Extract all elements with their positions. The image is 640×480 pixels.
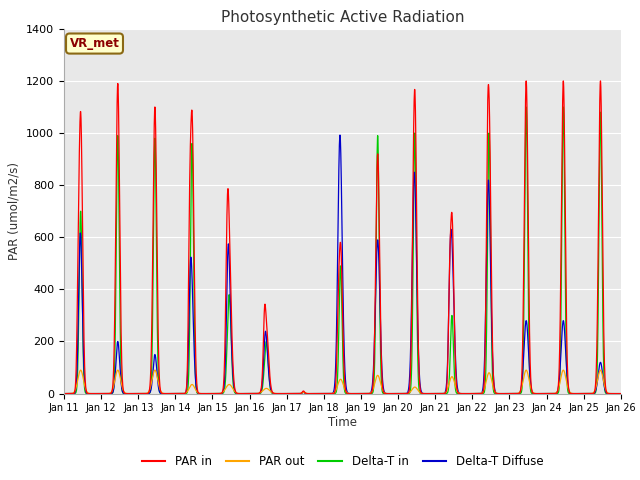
PAR in (322, 391, 330, 396)
Delta-T in (320, 391, 328, 396)
Text: VR_met: VR_met (70, 37, 120, 50)
Delta-T Diffuse (336, 132, 344, 138)
Delta-T Diffuse (499, 391, 507, 396)
Delta-T Diffuse (160, 391, 168, 396)
PAR in (467, 391, 475, 396)
Delta-T Diffuse (616, 391, 624, 396)
Delta-T in (160, 391, 168, 396)
PAR out (436, 391, 444, 396)
Delta-T Diffuse (60, 391, 68, 396)
Delta-T in (499, 391, 507, 396)
Delta-T Diffuse (436, 391, 444, 396)
X-axis label: Time: Time (328, 416, 357, 429)
Line: PAR out: PAR out (64, 370, 621, 394)
PAR in (522, 78, 530, 84)
PAR out (616, 391, 624, 396)
Delta-T in (522, 104, 530, 110)
Y-axis label: PAR (umol/m2/s): PAR (umol/m2/s) (8, 162, 20, 260)
Delta-T in (467, 391, 475, 396)
PAR in (436, 391, 444, 396)
PAR in (320, 391, 328, 396)
PAR out (617, 391, 625, 396)
Delta-T Diffuse (617, 391, 625, 396)
PAR out (77, 367, 84, 373)
PAR out (499, 391, 507, 396)
PAR out (468, 391, 476, 396)
PAR in (616, 391, 624, 396)
Delta-T in (616, 391, 624, 396)
PAR out (320, 391, 328, 396)
Delta-T in (60, 391, 68, 396)
Delta-T in (436, 391, 444, 396)
Line: Delta-T in: Delta-T in (64, 107, 621, 394)
PAR out (161, 391, 168, 396)
PAR in (160, 391, 168, 396)
Line: PAR in: PAR in (64, 81, 621, 394)
PAR out (322, 391, 330, 396)
PAR in (60, 391, 68, 396)
PAR in (499, 391, 507, 396)
Line: Delta-T Diffuse: Delta-T Diffuse (64, 135, 621, 394)
Delta-T Diffuse (322, 391, 330, 396)
Delta-T in (617, 391, 625, 396)
Delta-T Diffuse (468, 391, 476, 396)
Title: Photosynthetic Active Radiation: Photosynthetic Active Radiation (221, 10, 464, 25)
Legend: PAR in, PAR out, Delta-T in, Delta-T Diffuse: PAR in, PAR out, Delta-T in, Delta-T Dif… (137, 451, 548, 473)
PAR in (617, 391, 625, 396)
Delta-T in (322, 391, 330, 396)
PAR out (60, 391, 68, 396)
Delta-T Diffuse (320, 391, 328, 396)
